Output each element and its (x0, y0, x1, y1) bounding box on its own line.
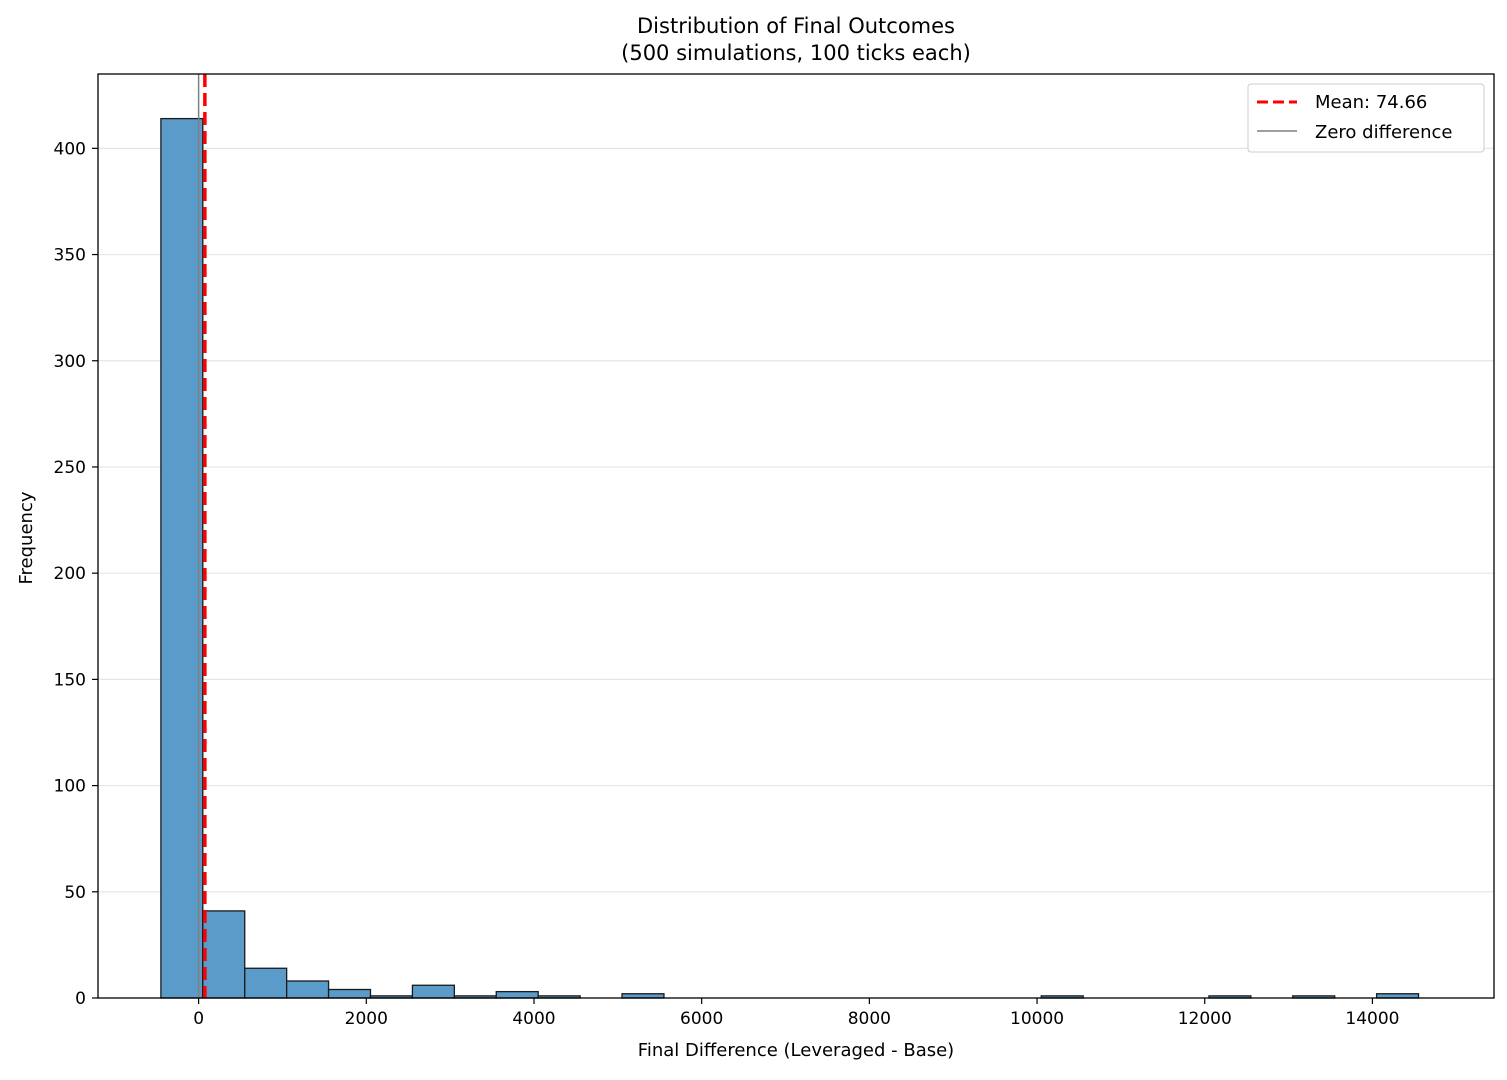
legend: Mean: 74.66 Zero difference (1247, 83, 1485, 153)
chart-title-line-2: (500 simulations, 100 ticks each) (621, 41, 971, 65)
x-axis-ticks: 0 2000 4000 6000 8000 10000 12000 14000 (193, 998, 1399, 1029)
x-tick-label: 8000 (848, 1009, 891, 1029)
legend-box (1247, 83, 1485, 153)
y-tick-label: 100 (54, 777, 86, 797)
reference-lines (197, 74, 207, 998)
y-tick-label: 0 (75, 989, 86, 1009)
y-axis-ticks: 0 50 100 150 200 250 300 350 400 (54, 139, 98, 1009)
y-tick-label: 150 (54, 670, 86, 690)
x-tick-label: 12000 (1178, 1009, 1232, 1029)
histogram-bars (160, 117, 1420, 999)
y-axis-label: Frequency (16, 491, 37, 584)
chart-title-line-1: Distribution of Final Outcomes (637, 14, 955, 38)
histogram-bar (160, 117, 204, 999)
y-tick-label: 300 (54, 352, 86, 372)
x-axis-label: Final Difference (Leveraged - Base) (638, 1040, 954, 1061)
legend-zero-label: Zero difference (1315, 122, 1453, 143)
y-tick-label: 400 (54, 139, 86, 159)
x-tick-label: 4000 (512, 1009, 555, 1029)
histogram-bar (327, 988, 372, 999)
y-tick-label: 350 (54, 246, 86, 266)
histogram-bar (244, 967, 288, 999)
histogram-bar (285, 980, 330, 999)
x-tick-label: 2000 (345, 1009, 388, 1029)
histogram-bar (495, 990, 539, 999)
histogram-bar (202, 910, 246, 999)
histogram-bar (411, 984, 455, 999)
x-tick-label: 0 (193, 1009, 204, 1029)
x-tick-label: 10000 (1010, 1009, 1064, 1029)
grid-lines (98, 147, 1494, 893)
y-tick-label: 50 (64, 883, 86, 903)
legend-mean-label: Mean: 74.66 (1315, 92, 1427, 113)
y-tick-label: 250 (54, 458, 86, 478)
x-tick-label: 14000 (1345, 1009, 1399, 1029)
plot-frame (97, 73, 1495, 999)
y-tick-label: 200 (54, 564, 86, 584)
x-tick-label: 6000 (680, 1009, 723, 1029)
